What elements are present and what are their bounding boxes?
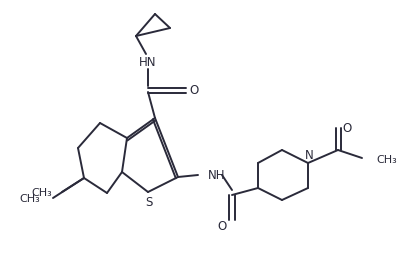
Text: CH₃: CH₃ [376, 155, 397, 165]
Text: CH₃: CH₃ [19, 194, 40, 204]
Text: HN: HN [139, 55, 157, 68]
Text: O: O [189, 83, 198, 96]
Text: N: N [305, 149, 313, 162]
Text: O: O [218, 219, 227, 232]
Text: NH: NH [208, 168, 225, 181]
Text: S: S [145, 196, 153, 209]
Text: O: O [342, 121, 352, 134]
Text: CH₃: CH₃ [31, 188, 52, 198]
